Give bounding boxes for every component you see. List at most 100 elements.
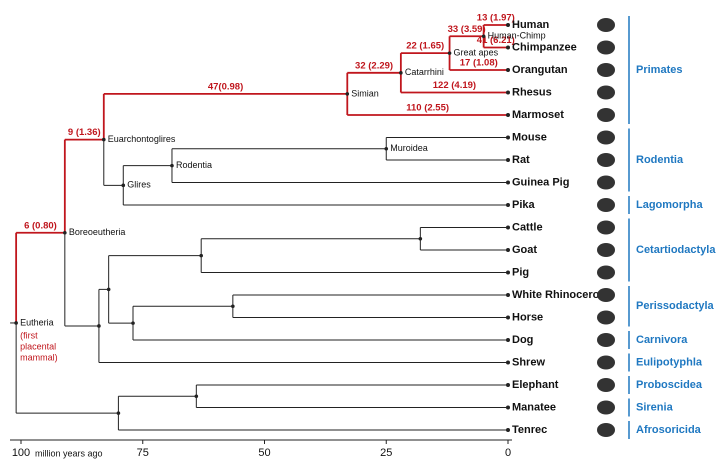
node-label: Glires	[127, 180, 151, 190]
branch-label: 9 (1.36)	[68, 127, 101, 138]
leaf-dot	[506, 45, 510, 50]
animal-icon	[597, 85, 615, 100]
animal-icon	[597, 63, 615, 77]
leaf-label: Pika	[512, 199, 536, 211]
node-dot	[418, 236, 423, 241]
leaf-dot	[506, 203, 510, 207]
leaf-dot	[506, 158, 510, 162]
node-label: Human-Chimp	[488, 31, 546, 41]
branch-label: 32 (2.29)	[355, 60, 393, 71]
leaf-label: Dog	[512, 334, 533, 346]
node-dot	[447, 51, 452, 55]
node-note: (first	[20, 330, 38, 340]
node-note: mammal)	[20, 352, 58, 362]
group-label: Afrosoricida	[636, 424, 702, 436]
node-label: Simian	[351, 88, 379, 98]
leaf-label: Shrew	[512, 356, 545, 368]
leaf-dot	[506, 405, 510, 410]
animal-icon	[597, 198, 615, 212]
group-label: Perissodactyla	[636, 300, 715, 312]
node-dot	[116, 411, 121, 415]
axis-label: million years ago	[35, 448, 103, 458]
animal-icon	[597, 18, 615, 32]
animal-icon	[597, 333, 615, 347]
node-label: Great apes	[454, 48, 499, 58]
animal-icon	[597, 310, 615, 325]
leaf-label: Orangutan	[512, 64, 568, 76]
node-label: Euarchontoglires	[108, 134, 176, 144]
node-label: Eutheria	[20, 317, 54, 327]
node-dot	[97, 324, 101, 328]
leaf-dot	[506, 360, 510, 365]
animal-icon	[597, 423, 615, 437]
animal-icon	[597, 130, 615, 145]
leaf-dot	[506, 293, 510, 297]
leaf-dot	[506, 428, 510, 432]
leaf-label: Goat	[512, 244, 537, 256]
node-label: Rodentia	[176, 160, 212, 170]
leaf-label: Guinea Pig	[512, 176, 569, 188]
leaf-label: Pig	[512, 266, 529, 278]
node-dot	[131, 321, 135, 325]
group-label: Primates	[636, 64, 682, 76]
node-dot	[384, 146, 389, 151]
animal-icon	[597, 220, 615, 235]
leaf-dot	[506, 113, 510, 117]
leaf-dot	[506, 338, 510, 342]
leaf-label: Manatee	[512, 401, 556, 413]
branch-label: 122 (4.19)	[433, 80, 476, 91]
branch-label: 6 (0.80)	[24, 220, 57, 231]
node-dot	[101, 137, 106, 142]
tick-label: 0	[505, 447, 511, 459]
node-dot	[63, 230, 67, 235]
animal-icon	[597, 243, 615, 257]
leaf-label: Mouse	[512, 131, 547, 143]
group-label: Rodentia	[636, 154, 684, 166]
branch-label: 33 (3.59)	[448, 24, 486, 35]
leaf-dot	[506, 383, 510, 387]
node-note: placental	[20, 341, 56, 351]
node-label: Catarrhini	[405, 67, 444, 77]
leaf-label: Marmoset	[512, 109, 564, 121]
node-dot	[14, 321, 18, 325]
node-dot	[199, 253, 203, 258]
node-dot	[194, 394, 199, 399]
leaf-dot	[506, 248, 510, 252]
node-dot	[106, 287, 111, 292]
leaf-dot	[506, 90, 510, 95]
leaf-label: Rat	[512, 154, 530, 166]
branch-label: 47(0.98)	[208, 81, 243, 92]
leaf-label: Chimpanzee	[512, 41, 577, 53]
leaf-label: Tenrec	[512, 424, 547, 436]
node-label: Boreoeutheria	[69, 227, 126, 237]
leaf-label: Human	[512, 19, 550, 31]
branch-label: 110 (2.55)	[406, 103, 449, 114]
tick-label: 75	[137, 447, 149, 459]
node-dot	[399, 71, 403, 75]
group-label: Carnivora	[636, 334, 688, 346]
group-label: Sirenia	[636, 401, 674, 413]
tick-label: 25	[380, 447, 392, 459]
leaf-label: Elephant	[512, 379, 559, 391]
node-dot	[481, 34, 486, 39]
animal-icon	[597, 378, 615, 392]
group-label: Lagomorpha	[636, 199, 703, 211]
branch-label: 17 (1.08)	[460, 58, 498, 69]
node-dot	[345, 92, 350, 96]
leaf-dot	[506, 270, 510, 275]
leaf-dot	[506, 225, 510, 230]
group-label: Eulipotyphla	[636, 356, 703, 368]
branch-label: 41 (6.21)	[477, 35, 515, 46]
animal-icon	[597, 400, 615, 415]
leaf-label: Rhesus	[512, 86, 552, 98]
animal-icon	[597, 40, 615, 55]
animal-icon	[597, 265, 615, 280]
leaf-dot	[506, 315, 510, 320]
animal-icon	[597, 355, 615, 370]
node-dot	[170, 163, 174, 168]
tick-label: 50	[258, 447, 270, 459]
animal-icon	[597, 288, 615, 302]
animal-icon	[597, 108, 615, 122]
leaf-dot	[506, 180, 510, 185]
